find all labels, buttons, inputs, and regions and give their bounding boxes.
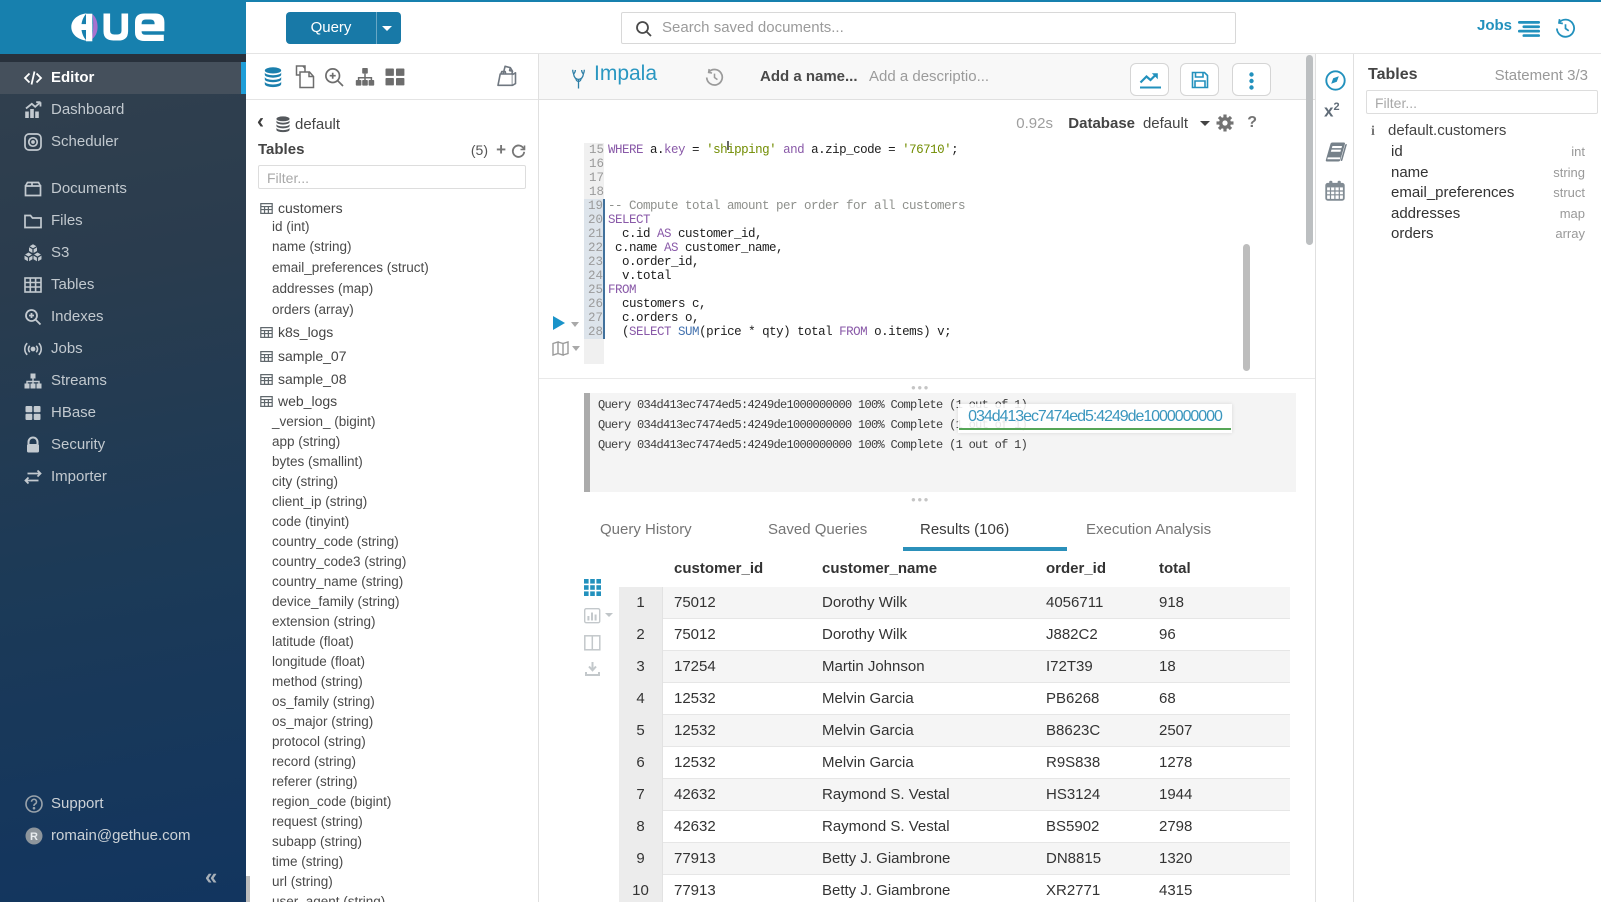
svg-text:R: R xyxy=(30,831,38,843)
